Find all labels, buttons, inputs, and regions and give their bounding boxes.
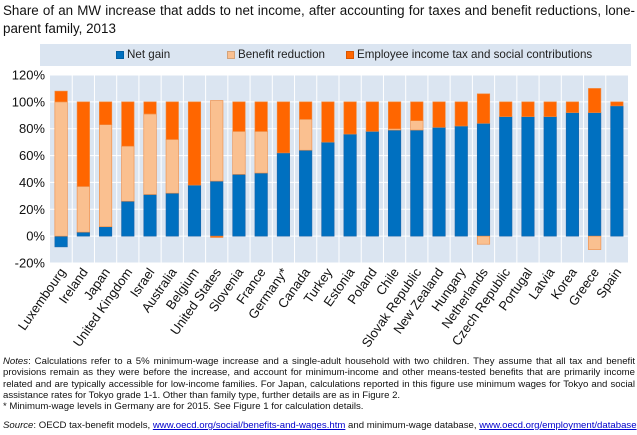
bar-tax [365, 101, 379, 132]
bar-tax [543, 101, 557, 117]
bar-net-gain [565, 112, 579, 237]
bar-benefit-reduction [410, 120, 424, 131]
source-text: and minimum-wage database, [345, 420, 480, 431]
legend-swatch [116, 50, 124, 59]
y-tick-label: 80% [19, 121, 45, 136]
notes-label: Notes [3, 356, 29, 367]
bar-net-gain [54, 235, 68, 248]
bar-tax [254, 101, 268, 132]
legend-item-tax: Employee income tax and social contribut… [346, 48, 592, 61]
notes-footnote: * Minimum-wage levels in Germany are for… [3, 401, 364, 413]
stacked-bar-chart: -20%0%20%40%60%80%100%120%LuxembourgIrel… [12, 68, 628, 350]
bar-tax [76, 101, 90, 187]
legend-label: Benefit reduction [238, 48, 326, 61]
bar-tax [454, 101, 468, 127]
bar-benefit-reduction [165, 139, 179, 194]
bar-net-gain [410, 129, 424, 237]
bar-net-gain [187, 184, 202, 237]
x-tick-label: Spain [593, 265, 624, 301]
notes-text: : Calculations refer to a 5% minimum-wag… [3, 356, 635, 401]
bar-tax [121, 101, 135, 147]
legend-swatch [346, 50, 354, 59]
bar-tax [276, 101, 290, 154]
bar-net-gain [232, 174, 246, 237]
y-tick-label: 120% [12, 68, 46, 83]
source-link-benefits[interactable]: www.oecd.org/social/benefits-and-wages.h… [152, 420, 346, 431]
bar-tax [521, 101, 535, 117]
source-text: : OECD tax-benefit models, [33, 420, 153, 431]
legend-label: Employee income tax and social contribut… [357, 48, 593, 61]
legend-item-benefit-reduction: Benefit reduction [227, 48, 325, 61]
bar-benefit-reduction [143, 113, 157, 195]
bar-benefit-reduction [121, 145, 135, 202]
bar-net-gain [165, 192, 179, 237]
y-tick-label: 60% [19, 148, 45, 163]
bar-tax [54, 90, 68, 103]
y-tick-label: 100% [12, 94, 46, 109]
chart-title: Share of an MW increase that adds to net… [3, 3, 635, 36]
bar-net-gain [99, 226, 113, 237]
bar-tax [99, 101, 113, 125]
bar-benefit-reduction [588, 235, 602, 250]
bar-tax [232, 101, 246, 132]
bar-tax [299, 101, 313, 120]
bar-net-gain [254, 172, 268, 237]
legend: Net gain Benefit reduction Employee inco… [40, 44, 631, 66]
bar-tax [499, 101, 513, 117]
bar-tax [610, 101, 624, 107]
bar-tax [143, 101, 157, 115]
bar-net-gain [143, 194, 157, 237]
notes: Notes: Calculations refer to a 5% minimu… [3, 356, 635, 412]
bar-net-gain [499, 116, 513, 237]
source-link-employment[interactable]: www.oecd.org/employment/database [479, 420, 637, 431]
bar-net-gain [543, 116, 557, 237]
source: Source: OECD tax-benefit models, www.oec… [3, 420, 637, 431]
y-tick-label: 0% [26, 229, 45, 244]
bar-net-gain [521, 116, 535, 237]
legend-swatch [227, 50, 235, 59]
bar-tax [321, 101, 335, 143]
bar-net-gain [388, 129, 402, 237]
bar-net-gain [321, 141, 335, 237]
bar-benefit-reduction [54, 101, 68, 237]
bar-net-gain [76, 231, 90, 237]
y-tick-label: 40% [19, 175, 45, 190]
bar-benefit-reduction [210, 100, 224, 182]
bar-tax [565, 101, 579, 113]
bar-benefit-reduction [99, 124, 113, 228]
bar-tax [476, 93, 491, 124]
y-tick-label: 20% [19, 202, 45, 217]
bar-tax [432, 101, 446, 128]
bar-tax [588, 88, 602, 113]
bar-net-gain [588, 112, 602, 237]
bar-tax [410, 101, 424, 121]
bar-benefit-reduction [232, 131, 246, 175]
bar-tax [388, 101, 402, 130]
bar-benefit-reduction [476, 235, 491, 245]
bar-benefit-reduction [299, 119, 313, 151]
bar-tax [187, 101, 202, 186]
bar-benefit-reduction [254, 131, 268, 174]
bar-net-gain [476, 123, 491, 237]
bar-net-gain [276, 152, 290, 237]
bar-net-gain [365, 131, 379, 237]
bar-net-gain [210, 180, 224, 237]
bar-net-gain [299, 149, 313, 237]
bar-net-gain [454, 125, 468, 237]
bar-net-gain [343, 133, 357, 237]
legend-item-net-gain: Net gain [116, 48, 170, 61]
bar-tax [343, 101, 357, 135]
bar-tax [210, 235, 224, 238]
bar-net-gain [432, 127, 446, 237]
bar-tax [165, 101, 179, 140]
bar-net-gain [610, 105, 624, 237]
bar-benefit-reduction [76, 186, 90, 233]
bar-net-gain [121, 200, 135, 237]
legend-label: Net gain [127, 48, 171, 61]
source-label: Source [3, 420, 34, 431]
y-tick-label: -20% [15, 256, 46, 271]
